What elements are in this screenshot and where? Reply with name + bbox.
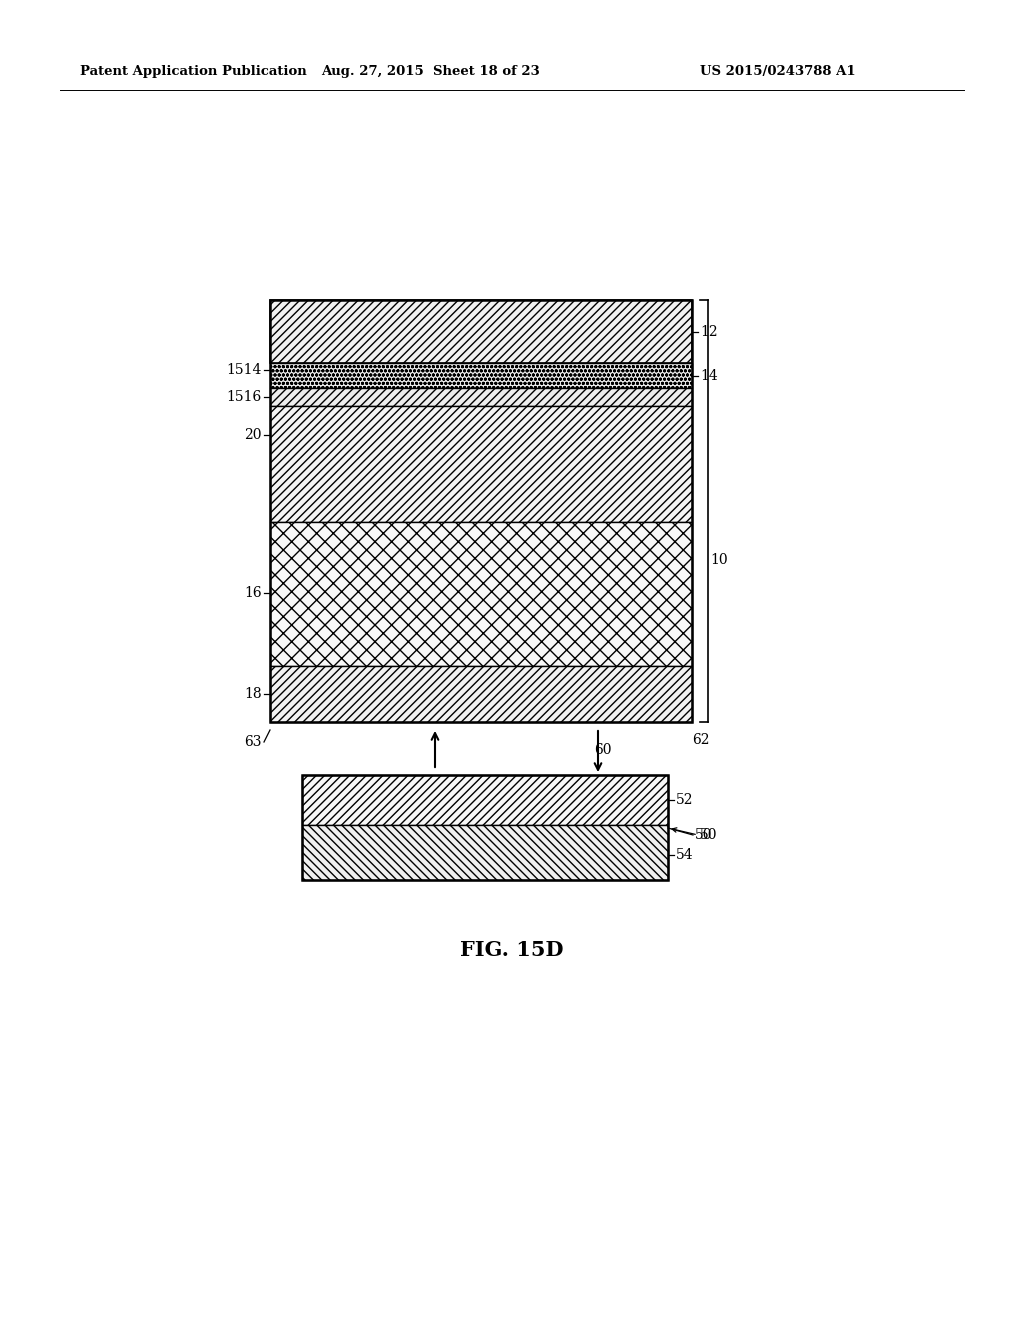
Text: 62: 62 [692,733,710,747]
Text: 50: 50 [700,828,718,842]
Text: 54: 54 [676,847,693,862]
Text: 20: 20 [245,428,262,442]
Text: 50: 50 [695,828,713,842]
Bar [270,667,692,722]
Text: 18: 18 [245,686,262,701]
Text: 14: 14 [700,370,718,383]
Text: 63: 63 [245,735,262,748]
Text: 12: 12 [700,325,718,339]
Text: Patent Application Publication: Patent Application Publication [80,66,307,78]
Text: 1516: 1516 [226,389,262,404]
Text: 52: 52 [676,793,693,807]
Bar [270,363,692,388]
Text: 60: 60 [594,743,611,756]
Bar [270,388,692,407]
Text: US 2015/0243788 A1: US 2015/0243788 A1 [700,66,856,78]
Bar [270,521,692,667]
Bar [302,775,668,825]
Bar [270,407,692,521]
Bar [302,775,668,880]
Text: 1514: 1514 [226,363,262,378]
Bar [302,825,668,880]
Bar [270,300,692,722]
Text: Aug. 27, 2015  Sheet 18 of 23: Aug. 27, 2015 Sheet 18 of 23 [321,66,540,78]
Text: FIG. 15D: FIG. 15D [460,940,564,960]
Text: 10: 10 [710,553,728,568]
Bar [270,300,692,363]
Text: 16: 16 [245,586,262,601]
